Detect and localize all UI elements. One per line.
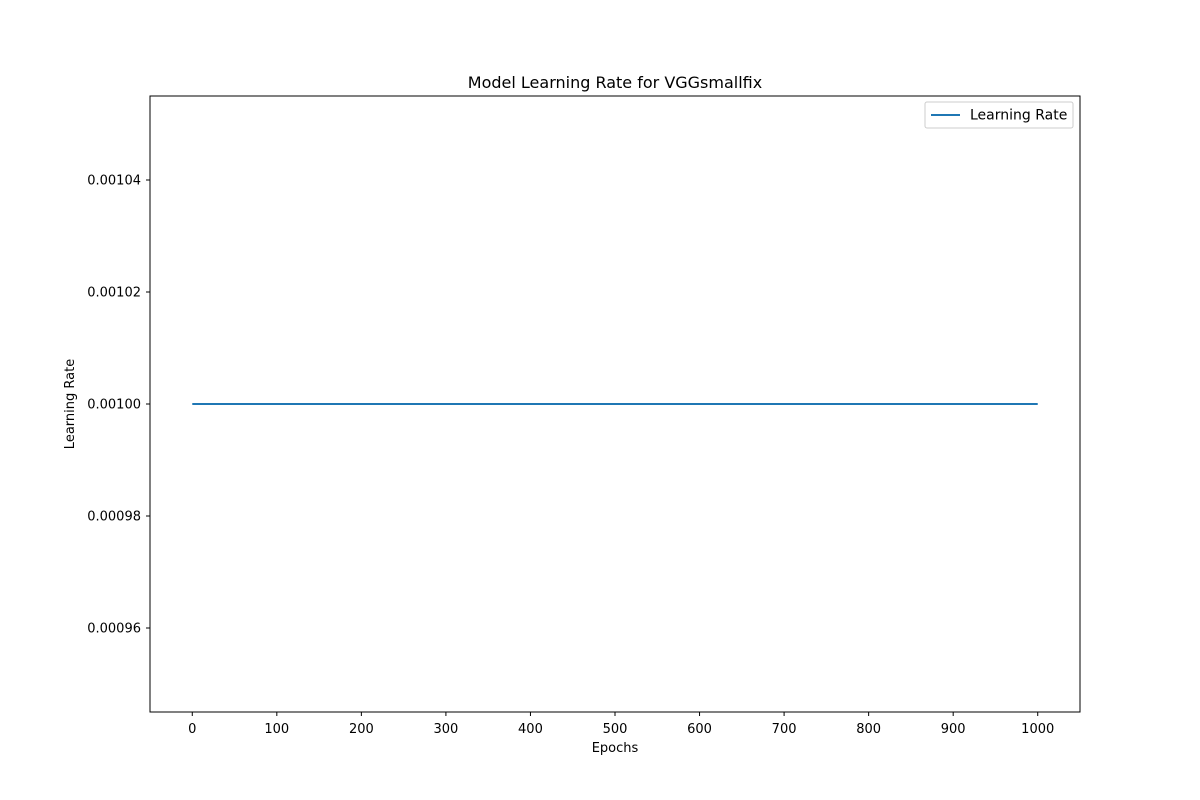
x-tick-label: 400: [518, 722, 543, 737]
x-tick-label: 700: [772, 722, 797, 737]
x-tick-label: 200: [349, 722, 374, 737]
x-tick-label: 600: [687, 722, 712, 737]
y-tick-label: 0.00096: [87, 622, 141, 637]
y-tick-label: 0.00104: [87, 174, 141, 189]
legend-label-learning-rate: Learning Rate: [970, 108, 1067, 124]
chart-title: Model Learning Rate for VGGsmallfix: [468, 73, 762, 92]
y-tick-label: 0.00100: [87, 398, 141, 413]
x-tick-label: 800: [856, 722, 881, 737]
x-axis-label: Epochs: [592, 741, 639, 756]
y-axis-ticks: 0.00096 0.00098 0.00100 0.00102 0.00104: [87, 174, 150, 637]
legend-box: [924, 101, 1074, 129]
y-tick-label: 0.00102: [87, 286, 141, 301]
y-tick-label: 0.00098: [87, 510, 141, 525]
x-tick-label: 500: [603, 722, 628, 737]
x-axis-ticks: 0 100 200 300 400 500 600 700 800 900 1000: [188, 712, 1054, 737]
x-tick-label: 900: [941, 722, 966, 737]
x-tick-label: 1000: [1021, 722, 1054, 737]
x-tick-label: 300: [433, 722, 458, 737]
x-tick-label: 0: [188, 722, 196, 737]
legend: Learning Rate: [924, 101, 1074, 129]
y-axis-label: Learning Rate: [63, 359, 78, 449]
x-tick-label: 100: [264, 722, 289, 737]
